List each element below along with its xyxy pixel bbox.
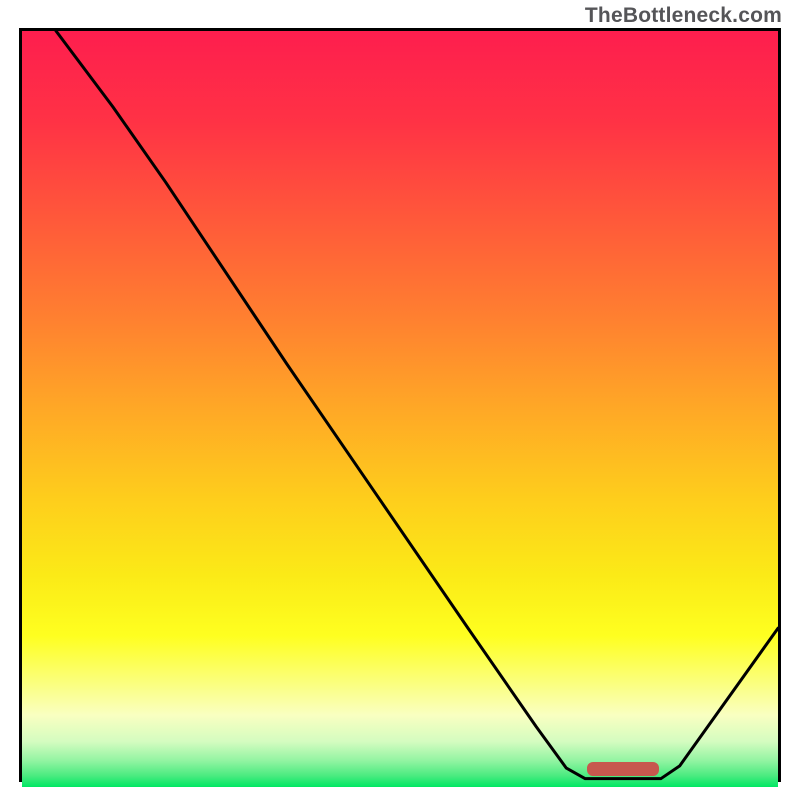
attribution-label: TheBottleneck.com bbox=[585, 4, 782, 28]
chart-container: TheBottleneck.com bbox=[0, 0, 800, 800]
bottleneck-marker bbox=[587, 762, 659, 776]
plot-frame bbox=[19, 28, 781, 782]
curve-line bbox=[22, 31, 778, 787]
